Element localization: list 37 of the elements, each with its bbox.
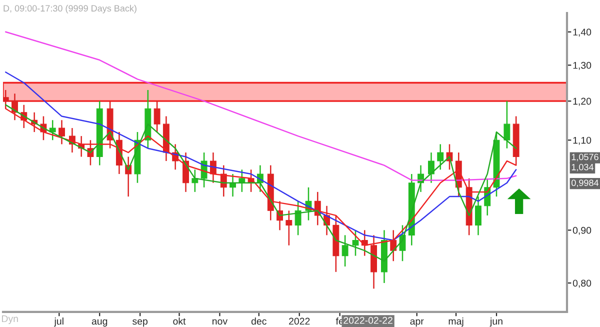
candlestick	[58, 120, 65, 145]
candlestick	[437, 144, 444, 170]
candlestick	[286, 210, 292, 246]
x-tick-label: apr	[410, 319, 424, 327]
candlestick	[342, 234, 348, 268]
annotation: 1,0576	[572, 154, 598, 162]
candlestick	[504, 100, 510, 149]
candlestick	[154, 100, 160, 133]
y-tick-label: 1,40	[573, 28, 592, 37]
x-tick-label: aug	[92, 319, 108, 327]
x-tick-label: jul	[54, 318, 64, 327]
annotation: 0,9984	[572, 180, 599, 188]
y-tick-label: 1,20	[573, 98, 592, 106]
text: 2022-02-22	[344, 316, 392, 324]
y-tick-label: 1,10	[573, 136, 592, 145]
annotation: 1,034	[572, 164, 594, 172]
x-tick-label: jun	[490, 318, 502, 327]
candlestick	[3, 89, 9, 110]
candlestick	[49, 120, 56, 141]
x-tick-label: nov	[212, 319, 228, 325]
y-tick-label: 0,90	[572, 226, 592, 235]
x-tick-label: sep	[132, 319, 148, 327]
y-tick-label: 0,80	[572, 280, 592, 288]
x-tick-label: dec	[251, 318, 266, 325]
y-tick-label: 1,30	[573, 62, 592, 70]
line-series	[4, 31, 517, 181]
chart-title: D, 09:00-17:30 (9999 Days Back)	[4, 4, 136, 14]
candlestick	[352, 230, 359, 256]
candlestick	[428, 152, 434, 184]
candlestick	[294, 200, 302, 236]
text: Dyn	[2, 315, 18, 324]
candlestick	[12, 93, 18, 121]
x-tick-label: 2022	[289, 318, 310, 325]
candlestick	[238, 168, 246, 193]
x-tick-label: okt	[173, 318, 186, 325]
x-tick-label: maj	[448, 318, 464, 327]
candlestick	[475, 196, 482, 236]
